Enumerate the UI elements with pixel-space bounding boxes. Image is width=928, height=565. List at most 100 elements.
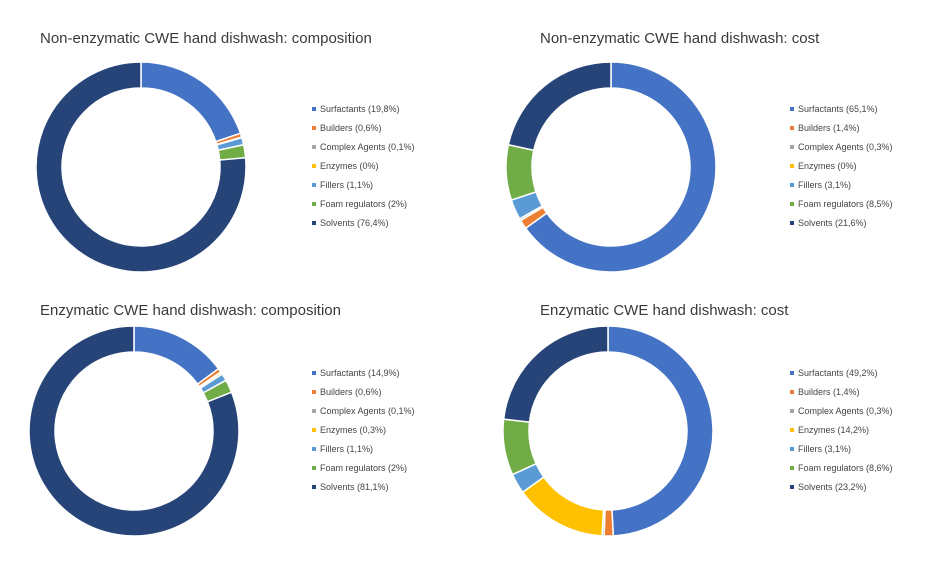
legend-swatch	[790, 408, 794, 413]
legend-label: Surfactants (65,1%)	[798, 103, 878, 114]
legend-label: Complex Agents (0,3%)	[798, 405, 893, 416]
legend-item-surfactants: Surfactants (49,2%)	[790, 363, 893, 382]
legend-swatch	[312, 220, 316, 225]
legend-item-builders: Builders (0,6%)	[312, 382, 415, 401]
legend-label: Complex Agents (0,3%)	[798, 141, 893, 152]
legend-item-solvents: Solvents (76,4%)	[312, 213, 415, 232]
chart-title: Enzymatic CWE hand dishwash: cost	[540, 302, 789, 319]
legend-swatch	[790, 484, 794, 489]
legend-swatch	[790, 389, 794, 394]
legend-item-foam-regulators: Foam regulators (8,5%)	[790, 194, 893, 213]
chart-title: Non-enzymatic CWE hand dishwash: cost	[540, 30, 820, 47]
legend-item-solvents: Solvents (23,2%)	[790, 477, 893, 496]
legend-label: Enzymes (0%)	[798, 160, 857, 171]
legend-swatch	[790, 144, 794, 149]
chart-legend: Surfactants (49,2%) Builders (1,4%) Comple…	[790, 363, 893, 496]
legend-swatch	[790, 106, 794, 111]
chart-panel-3: Enzymatic CWE hand dishwash: composition…	[0, 272, 464, 554]
legend-label: Builders (1,4%)	[798, 386, 860, 397]
legend-item-solvents: Solvents (21,6%)	[790, 213, 893, 232]
legend-item-enzymes: Enzymes (14,2%)	[790, 420, 893, 439]
legend-swatch	[312, 106, 316, 111]
legend-swatch	[312, 408, 316, 413]
slice-surfactants	[524, 61, 717, 273]
legend-swatch	[790, 465, 794, 470]
legend-item-enzymes: Enzymes (0%)	[312, 156, 415, 175]
slice-solvents	[507, 61, 612, 152]
legend-label: Fillers (3,1%)	[798, 443, 852, 454]
legend-swatch	[790, 427, 794, 432]
legend-item-enzymes: Enzymes (0%)	[790, 156, 893, 175]
legend-label: Solvents (76,4%)	[320, 217, 389, 228]
slice-solvents	[28, 325, 240, 537]
legend-label: Enzymes (14,2%)	[798, 424, 870, 435]
legend-label: Foam regulators (8,6%)	[798, 462, 893, 473]
legend-label: Enzymes (0%)	[320, 160, 379, 171]
legend-item-solvents: Solvents (81,1%)	[312, 477, 415, 496]
legend-item-complex-agents: Complex Agents (0,1%)	[312, 137, 415, 156]
legend-swatch	[312, 465, 316, 470]
chart-panel-4: Enzymatic CWE hand dishwash: cost Surfac…	[500, 272, 928, 554]
chart-title: Enzymatic CWE hand dishwash: composition	[40, 302, 341, 319]
donut-chart	[35, 61, 247, 273]
legend-swatch	[790, 220, 794, 225]
slice-enzymes	[521, 475, 605, 537]
legend-swatch	[790, 446, 794, 451]
legend-item-fillers: Fillers (3,1%)	[790, 439, 893, 458]
legend-label: Foam regulators (8,5%)	[798, 198, 893, 209]
legend-label: Surfactants (19,8%)	[320, 103, 400, 114]
legend-swatch	[312, 446, 316, 451]
legend-label: Foam regulators (2%)	[320, 198, 408, 209]
legend-label: Fillers (1,1%)	[320, 179, 374, 190]
chart-panel-2: Non-enzymatic CWE hand dishwash: cost Su…	[500, 0, 928, 282]
legend-item-foam-regulators: Foam regulators (8,6%)	[790, 458, 893, 477]
legend-swatch	[312, 125, 316, 130]
legend-swatch	[312, 389, 316, 394]
chart-panel-1: Non-enzymatic CWE hand dishwash: composi…	[0, 0, 464, 282]
legend-item-complex-agents: Complex Agents (0,3%)	[790, 137, 893, 156]
legend-swatch	[312, 201, 316, 206]
legend-item-surfactants: Surfactants (65,1%)	[790, 99, 893, 118]
legend-label: Surfactants (49,2%)	[798, 367, 878, 378]
legend-item-complex-agents: Complex Agents (0,1%)	[312, 401, 415, 420]
legend-item-surfactants: Surfactants (14,9%)	[312, 363, 415, 382]
legend-item-foam-regulators: Foam regulators (2%)	[312, 194, 415, 213]
legend-label: Surfactants (14,9%)	[320, 367, 400, 378]
legend-item-complex-agents: Complex Agents (0,3%)	[790, 401, 893, 420]
legend-swatch	[790, 125, 794, 130]
legend-label: Complex Agents (0,1%)	[320, 405, 415, 416]
slice-solvents	[35, 61, 247, 273]
donut-chart	[502, 325, 714, 537]
legend-label: Fillers (3,1%)	[798, 179, 852, 190]
legend-swatch	[312, 370, 316, 375]
legend-swatch	[312, 163, 316, 168]
legend-label: Enzymes (0,3%)	[320, 424, 387, 435]
legend-label: Fillers (1,1%)	[320, 443, 374, 454]
chart-legend: Surfactants (19,8%) Builders (0,6%) Comple…	[312, 99, 415, 232]
donut-chart	[505, 61, 717, 273]
legend-item-builders: Builders (1,4%)	[790, 118, 893, 137]
slice-surfactants	[133, 325, 220, 386]
chart-legend: Surfactants (14,9%) Builders (0,6%) Comple…	[312, 363, 415, 496]
legend-item-fillers: Fillers (1,1%)	[312, 175, 415, 194]
slice-foam-regulators	[505, 143, 537, 202]
slice-surfactants	[140, 61, 242, 143]
legend-item-builders: Builders (0,6%)	[312, 118, 415, 137]
legend-swatch	[790, 182, 794, 187]
legend-item-fillers: Fillers (1,1%)	[312, 439, 415, 458]
slice-solvents	[502, 325, 609, 423]
slice-surfactants	[607, 325, 714, 537]
legend-label: Solvents (23,2%)	[798, 481, 867, 492]
legend-item-enzymes: Enzymes (0,3%)	[312, 420, 415, 439]
chart-title: Non-enzymatic CWE hand dishwash: composi…	[40, 30, 372, 47]
legend-swatch	[790, 163, 794, 168]
legend-swatch	[312, 484, 316, 489]
legend-swatch	[312, 144, 316, 149]
legend-label: Complex Agents (0,1%)	[320, 141, 415, 152]
legend-item-fillers: Fillers (3,1%)	[790, 175, 893, 194]
legend-label: Solvents (81,1%)	[320, 481, 389, 492]
legend-swatch	[790, 201, 794, 206]
legend-label: Builders (0,6%)	[320, 122, 382, 133]
donut-chart	[28, 325, 240, 537]
legend-swatch	[790, 370, 794, 375]
